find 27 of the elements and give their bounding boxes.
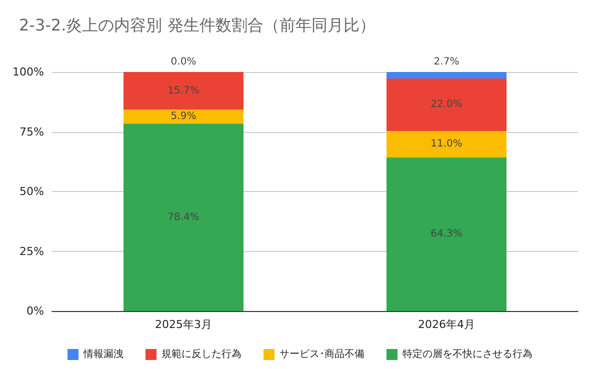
x-tick-label: 2025年3月 <box>155 318 212 331</box>
data-label: 78.4% <box>168 212 200 223</box>
bar <box>124 72 244 110</box>
bar <box>386 131 506 158</box>
y-tick-label: 25% <box>20 244 44 258</box>
y-tick-label: 50% <box>20 185 44 198</box>
data-label: 15.7% <box>168 85 200 96</box>
legend-label: 規範に反した行為 <box>162 348 242 360</box>
legend-label: サービス･商品不備 <box>280 348 364 360</box>
bar <box>386 157 506 311</box>
legend-label: 情報漏洩 <box>82 348 124 360</box>
bar <box>124 124 244 311</box>
data-label: 11.0% <box>430 138 462 150</box>
data-label: 2.7% <box>434 56 460 68</box>
bar <box>386 78 506 132</box>
data-label: 5.9% <box>170 111 196 122</box>
y-tick-label: 100% <box>12 66 44 78</box>
legend-label: 特定の層を不快にさせる行為 <box>402 348 532 360</box>
bar <box>124 110 244 124</box>
y-tick-label: 75% <box>20 125 44 138</box>
data-label: 0.0% <box>170 56 196 68</box>
data-label: 22.0% <box>430 99 462 110</box>
chart-title: 2-3-2.炎上の内容別 発生件数割合（前年同月比） <box>19 16 376 34</box>
bar <box>386 72 506 78</box>
x-tick-label: 2026年4月 <box>418 318 475 331</box>
y-tick-label: 0% <box>26 304 44 318</box>
data-label: 64.3% <box>430 228 462 240</box>
